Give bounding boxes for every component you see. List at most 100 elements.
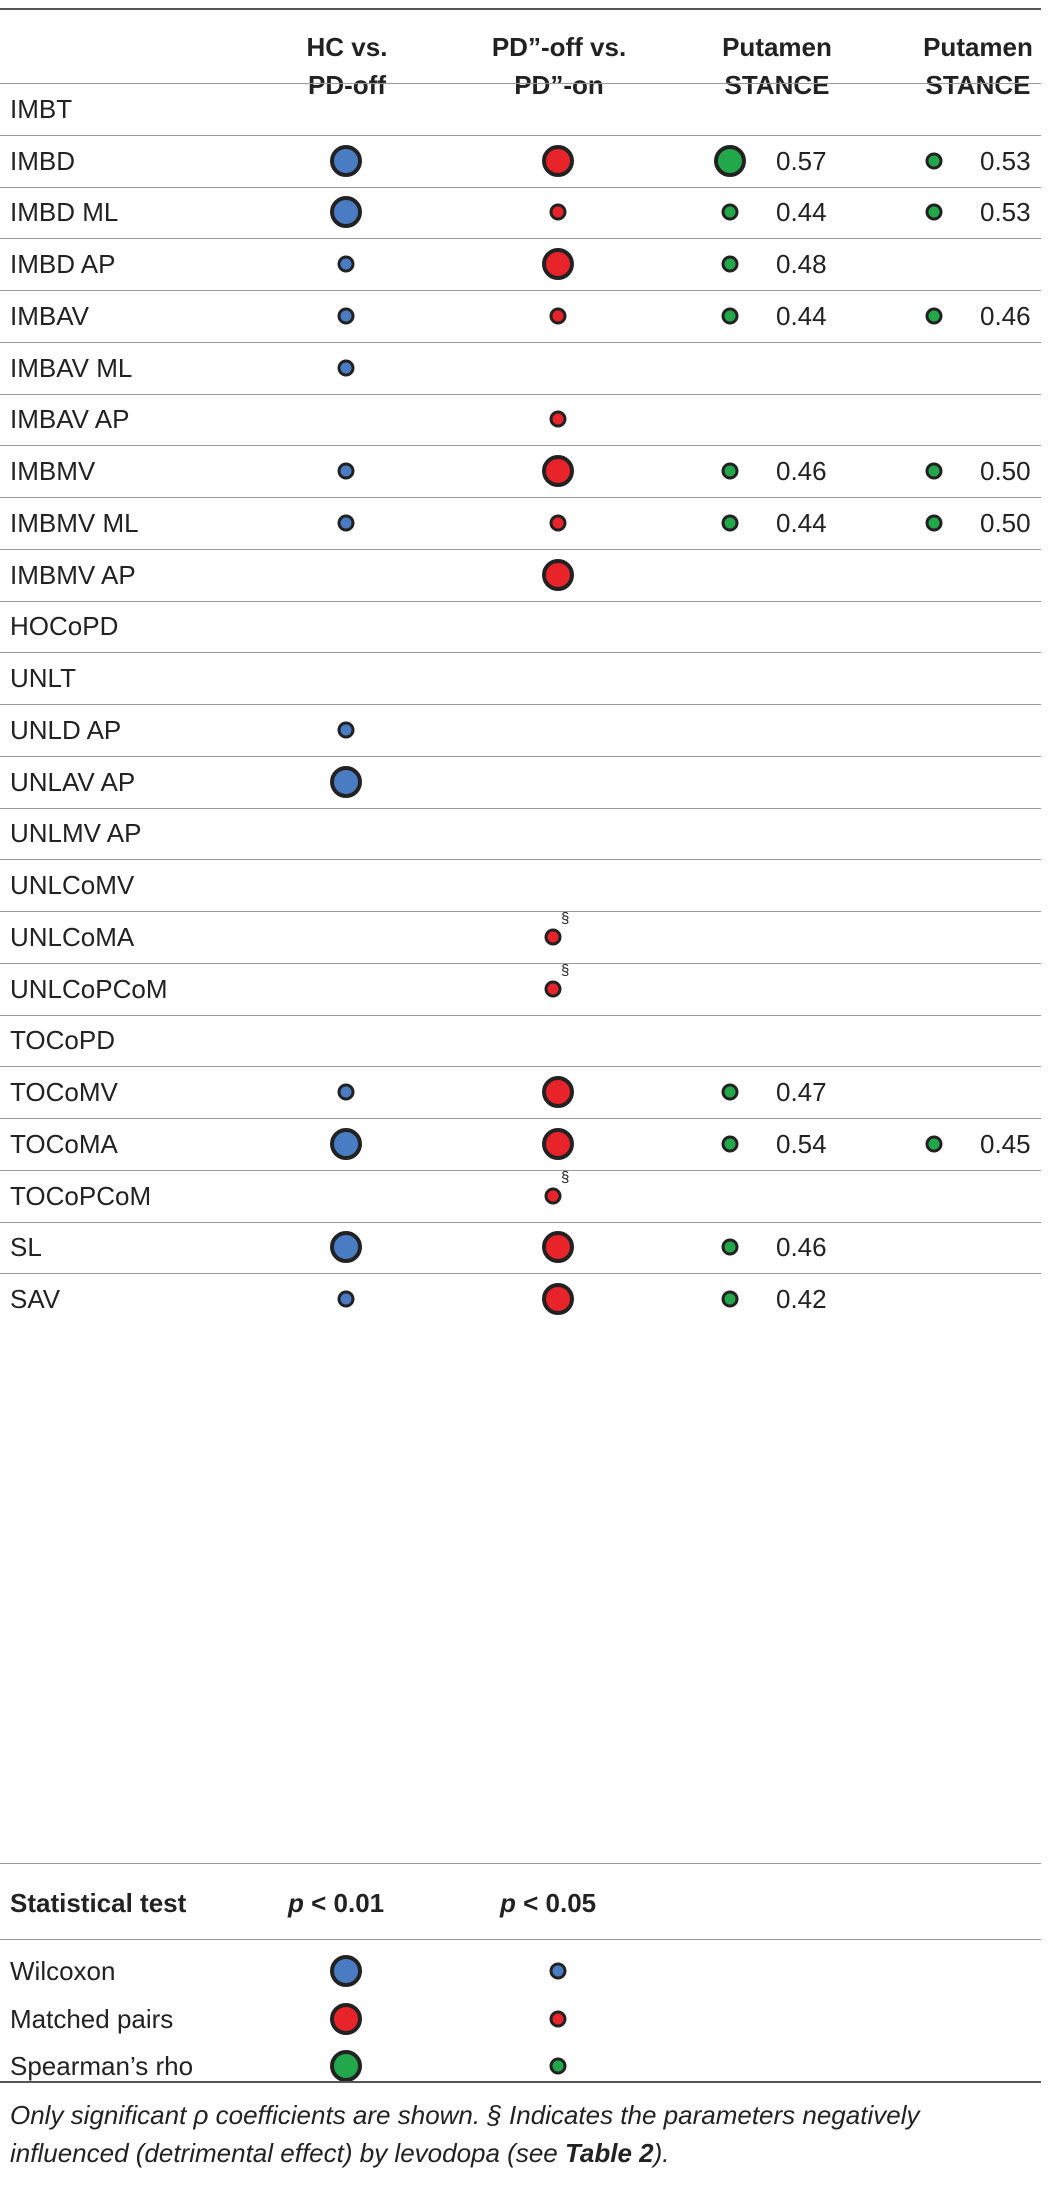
table-2-reference: Table 2: [564, 2138, 654, 2168]
rho-value: 0.44: [776, 197, 827, 228]
rho-value: 0.53: [980, 145, 1031, 176]
spearman-marker: [714, 144, 746, 177]
rho-value: 0.44: [776, 507, 827, 538]
row-divider: [0, 341, 1041, 343]
footnote-text: Only significant ρ coefficients are show…: [10, 2100, 920, 2168]
parameter-label: TOCoMV: [10, 1077, 118, 1108]
matched-pairs-marker: [542, 248, 574, 281]
p-symbol: p: [500, 1888, 516, 1918]
row-divider: [0, 1169, 1041, 1171]
parameter-label: IMBD ML: [10, 197, 119, 228]
p-threshold-001: p < 0.01: [288, 1888, 384, 1918]
matched-pairs-marker: [542, 558, 574, 591]
rho-value: 0.44: [776, 300, 827, 331]
spearman-marker: [721, 1135, 739, 1153]
row-divider: [0, 600, 1041, 602]
p-symbol: p: [288, 1888, 304, 1918]
row-divider: [0, 134, 1041, 136]
spearman-marker: [721, 203, 739, 221]
row-divider: [0, 1273, 1041, 1275]
wilcoxon-marker: [337, 359, 355, 377]
header-line-1: HC vs.: [306, 32, 388, 62]
row-divider: [0, 186, 1041, 188]
parameter-label: UNLCoMA: [10, 921, 135, 952]
rho-value: 0.42: [776, 1284, 827, 1315]
column-header-putamen-stance-a: Putamen STANCE: [677, 28, 877, 104]
header-line-2: PD”-on: [514, 70, 604, 100]
spearman-marker: [721, 307, 739, 325]
row-divider: [0, 859, 1041, 861]
column-header-putamen-stance-b: Putamen STANCE: [878, 28, 1050, 104]
row-divider: [0, 290, 1041, 291]
legend-label: Spearman’s rho: [10, 2051, 194, 2081]
spearman-marker: [721, 1238, 739, 1256]
statistical-test-heading: Statistical test: [10, 1888, 187, 1918]
row-divider: [0, 445, 1041, 447]
parameter-label: IMBD: [10, 145, 75, 176]
row-divider: [0, 1066, 1041, 1068]
parameter-label: UNLAV AP: [10, 766, 136, 797]
row-divider: [0, 704, 1041, 705]
spearman-marker: [925, 514, 943, 532]
rho-value: 0.50: [980, 456, 1031, 487]
spearman-marker: [721, 1290, 739, 1308]
matched-pairs-marker: [544, 1187, 562, 1205]
legend-marker-large: [330, 2050, 362, 2082]
matched-pairs-marker: [544, 980, 562, 998]
row-divider: [0, 1118, 1041, 1119]
wilcoxon-marker: [337, 1290, 355, 1308]
wilcoxon-marker: [337, 255, 355, 273]
parameter-label: IMBAV: [10, 300, 89, 331]
legend-marker-large: [330, 1955, 362, 1987]
parameter-label: IMBMV ML: [10, 507, 139, 538]
matched-pairs-marker: [542, 1283, 574, 1316]
legend-rule: [0, 1939, 1041, 1940]
spearman-marker: [925, 1135, 943, 1153]
parameter-label: UNLMV AP: [10, 818, 142, 849]
wilcoxon-marker: [337, 721, 355, 739]
rho-value: 0.57: [776, 145, 827, 176]
matched-pairs-marker: [542, 455, 574, 488]
matched-pairs-marker: [549, 307, 567, 325]
p-threshold-value: < 0.01: [303, 1888, 385, 1918]
wilcoxon-marker: [337, 514, 355, 532]
spearman-marker: [721, 255, 739, 273]
matched-pairs-marker: [549, 410, 567, 428]
rho-value: 0.54: [776, 1128, 827, 1159]
legend-marker-large: [330, 2003, 362, 2035]
legend-marker-small: [549, 2010, 567, 2028]
parameter-label: IMBMV: [10, 456, 96, 487]
parameter-label: SL: [10, 1232, 42, 1263]
matched-pairs-marker: [544, 928, 562, 946]
column-header-hc-vs-pd-off: HC vs. PD-off: [247, 28, 447, 104]
row-divider: [0, 497, 1041, 498]
column-header-pd-off-vs-pd-on: PD”-off vs. PD”-on: [459, 28, 659, 104]
wilcoxon-marker: [330, 1127, 362, 1160]
wilcoxon-marker: [330, 196, 362, 229]
header-line-2: STANCE: [925, 70, 1031, 100]
parameter-label: UNLD AP: [10, 714, 122, 745]
row-divider: [0, 755, 1041, 757]
parameter-label: UNLT: [10, 663, 76, 694]
spearman-marker: [721, 514, 739, 532]
legend-label: Wilcoxon: [10, 1956, 116, 1986]
row-divider: [0, 238, 1041, 240]
row-divider: [0, 1014, 1041, 1016]
matched-pairs-marker: [542, 144, 574, 177]
header-rule: [0, 83, 1041, 84]
row-divider: [0, 652, 1041, 654]
detrimental-effect-mark: §: [561, 909, 570, 927]
parameter-label: UNLCoMV: [10, 870, 135, 901]
parameter-label: IMBAV AP: [10, 404, 130, 435]
legend-label: Matched pairs: [10, 2004, 174, 2034]
spearman-marker: [925, 203, 943, 221]
wilcoxon-marker: [330, 144, 362, 177]
parameter-label: HOCoPD: [10, 611, 119, 642]
footnote-text-end: ).: [653, 2138, 670, 2168]
header-line-2: STANCE: [724, 70, 830, 100]
matched-pairs-marker: [542, 1127, 574, 1160]
rho-value: 0.45: [980, 1128, 1031, 1159]
parameter-label: TOCoPCoM: [10, 1180, 152, 1211]
rho-value: 0.46: [980, 300, 1031, 331]
parameter-label: UNLCoPCoM: [10, 973, 168, 1004]
